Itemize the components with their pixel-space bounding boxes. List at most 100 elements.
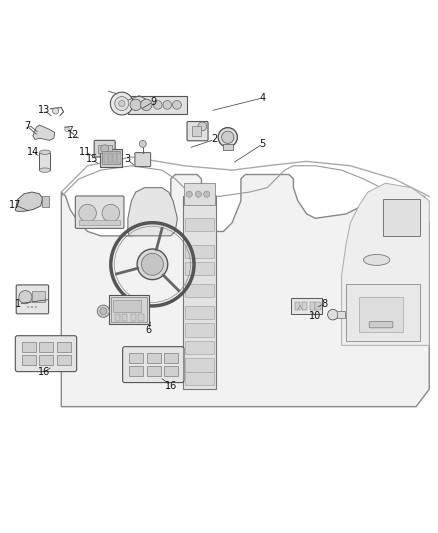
Bar — [22, 342, 36, 352]
Ellipse shape — [39, 168, 50, 172]
FancyBboxPatch shape — [369, 322, 393, 328]
Circle shape — [65, 127, 69, 132]
Bar — [310, 302, 315, 310]
Text: 13: 13 — [38, 104, 50, 115]
Circle shape — [173, 101, 181, 109]
Bar — [39, 356, 53, 365]
Circle shape — [79, 204, 96, 222]
Bar — [185, 245, 214, 258]
Bar — [113, 154, 117, 163]
Bar — [164, 366, 178, 376]
Bar — [109, 295, 149, 324]
Polygon shape — [128, 188, 177, 236]
FancyBboxPatch shape — [135, 152, 151, 167]
Bar — [131, 314, 136, 321]
Bar — [184, 183, 215, 205]
Text: 1: 1 — [15, 298, 21, 309]
Circle shape — [102, 204, 120, 222]
Circle shape — [130, 99, 141, 110]
Circle shape — [328, 310, 338, 320]
Text: 11: 11 — [79, 147, 92, 157]
Circle shape — [153, 101, 162, 109]
Bar — [104, 154, 108, 163]
Bar — [102, 151, 120, 165]
Polygon shape — [342, 183, 429, 345]
FancyBboxPatch shape — [15, 336, 77, 372]
Bar — [315, 302, 321, 310]
Circle shape — [115, 96, 129, 110]
Bar — [79, 220, 120, 225]
FancyBboxPatch shape — [123, 346, 184, 383]
Bar — [147, 353, 161, 363]
Ellipse shape — [39, 150, 50, 155]
Bar — [129, 366, 143, 376]
Circle shape — [53, 108, 59, 114]
Bar — [138, 314, 144, 321]
Circle shape — [119, 101, 125, 107]
Bar — [302, 302, 307, 310]
Circle shape — [195, 191, 201, 197]
Bar — [57, 342, 71, 352]
Bar — [346, 284, 420, 341]
Text: o o o: o o o — [28, 305, 37, 309]
FancyBboxPatch shape — [16, 285, 49, 314]
Bar — [185, 306, 214, 319]
Bar — [185, 284, 214, 297]
Bar — [115, 314, 120, 321]
Bar — [98, 145, 112, 154]
Text: 15: 15 — [86, 154, 98, 164]
Text: 8: 8 — [321, 298, 327, 309]
Text: 2: 2 — [212, 134, 218, 144]
Text: 17: 17 — [9, 200, 21, 210]
Text: 4: 4 — [260, 93, 266, 103]
Bar — [39, 152, 50, 170]
Bar — [122, 314, 127, 321]
Bar — [39, 342, 53, 352]
Bar — [183, 197, 216, 389]
Bar — [57, 356, 71, 365]
Bar — [109, 154, 112, 163]
Circle shape — [137, 249, 168, 280]
Circle shape — [204, 191, 210, 197]
Bar — [22, 356, 36, 365]
Bar — [124, 98, 129, 112]
Polygon shape — [33, 125, 55, 140]
Ellipse shape — [364, 254, 390, 265]
Bar — [185, 324, 214, 336]
Bar — [383, 199, 420, 236]
Circle shape — [101, 145, 109, 152]
Bar — [185, 372, 214, 385]
Circle shape — [100, 308, 107, 314]
Bar — [359, 297, 403, 332]
Bar — [147, 366, 161, 376]
Bar — [337, 311, 345, 318]
Bar — [185, 341, 214, 354]
Bar — [128, 96, 187, 114]
FancyBboxPatch shape — [75, 196, 124, 229]
Bar — [32, 290, 45, 302]
Bar — [185, 219, 214, 231]
FancyBboxPatch shape — [187, 122, 208, 141]
Text: 9: 9 — [150, 97, 156, 107]
Circle shape — [139, 140, 146, 147]
Text: 5: 5 — [260, 139, 266, 149]
Circle shape — [141, 253, 163, 275]
Circle shape — [19, 290, 32, 304]
Polygon shape — [61, 174, 429, 407]
Bar — [117, 154, 121, 163]
Text: 14: 14 — [27, 147, 39, 157]
Text: 16: 16 — [165, 381, 177, 391]
Circle shape — [198, 122, 207, 131]
Circle shape — [186, 191, 192, 197]
Bar — [223, 144, 233, 150]
Bar — [129, 353, 143, 363]
Bar — [192, 126, 201, 136]
Circle shape — [141, 99, 152, 110]
Text: 7: 7 — [24, 122, 30, 131]
FancyBboxPatch shape — [94, 140, 115, 157]
Bar — [185, 359, 214, 372]
Circle shape — [110, 92, 133, 115]
Text: 3: 3 — [124, 154, 130, 164]
Polygon shape — [15, 192, 42, 211]
Bar — [291, 298, 322, 314]
